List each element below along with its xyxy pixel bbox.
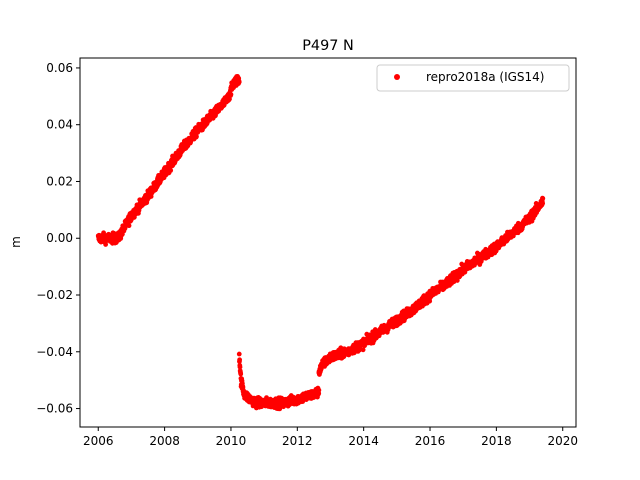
data-point (360, 347, 366, 353)
data-point (194, 134, 199, 139)
y-tick-label: 0.02 (46, 174, 73, 188)
y-tick-label: −0.04 (36, 345, 73, 359)
data-point (316, 387, 322, 393)
x-tick-label: 2020 (547, 434, 578, 448)
data-point (316, 391, 322, 396)
y-axis: −0.06 −0.04 −0.02 0.00 0.02 0.04 0.06 (36, 61, 80, 416)
x-axis: 2006 2008 2010 2012 2014 2016 2018 2020 (83, 427, 578, 448)
x-tick-label: 2018 (481, 434, 512, 448)
y-tick-label: 0.06 (46, 61, 73, 75)
data-point (236, 351, 242, 357)
chart-title: P497 N (302, 38, 354, 54)
legend-label: repro2018a (IGS14) (426, 70, 544, 84)
data-point (228, 92, 234, 97)
plot-frame (79, 57, 577, 428)
x-tick-label: 2016 (415, 434, 446, 448)
x-tick-label: 2010 (216, 434, 247, 448)
x-tick-label: 2014 (348, 434, 379, 448)
data-points (95, 73, 546, 412)
data-point (238, 371, 244, 377)
x-tick-label: 2012 (282, 434, 313, 448)
y-tick-label: −0.02 (36, 288, 73, 302)
data-point (427, 298, 433, 304)
data-point (540, 196, 546, 201)
y-axis-label: m (9, 236, 23, 248)
y-tick-label: −0.06 (36, 402, 73, 416)
legend: repro2018a (IGS14) (376, 64, 570, 92)
data-point (103, 242, 109, 247)
data-point (237, 357, 243, 363)
y-tick-label: 0.04 (46, 118, 73, 132)
data-point (454, 278, 460, 283)
legend-marker (394, 74, 400, 80)
y-tick-label: 0.00 (46, 231, 73, 245)
x-tick-label: 2008 (149, 434, 180, 448)
data-point (236, 79, 242, 85)
data-point (126, 223, 132, 229)
data-point (237, 364, 243, 370)
data-point (540, 200, 546, 206)
legend-frame (376, 64, 570, 92)
data-point (168, 168, 174, 173)
x-tick-label: 2006 (83, 434, 114, 448)
